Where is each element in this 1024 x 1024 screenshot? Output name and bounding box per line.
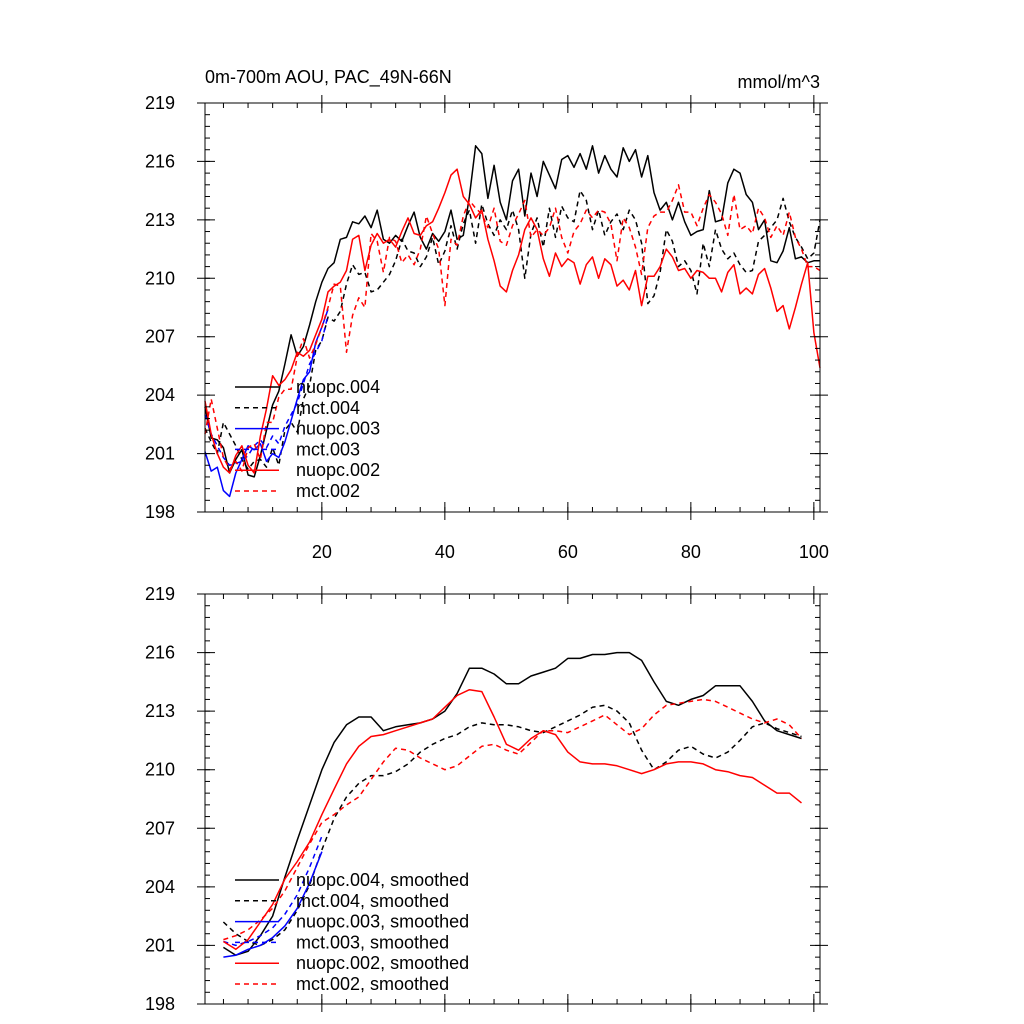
series-line-4	[204, 168, 821, 474]
series-line-5	[223, 698, 803, 941]
legend-label: nuopc.003, smoothed	[296, 912, 469, 932]
series-line-0	[204, 145, 820, 478]
chart-units: mmol/m^3	[738, 72, 820, 92]
x-tick-label: 60	[558, 542, 578, 562]
series-line-3	[204, 315, 329, 467]
legend-label: nuopc.003	[296, 419, 380, 439]
y-tick-label: 198	[145, 994, 175, 1014]
legend-label: nuopc.004, smoothed	[296, 870, 469, 890]
y-tick-label: 207	[145, 818, 175, 838]
legend-label: mct.003, smoothed	[296, 932, 449, 952]
series-line-0	[223, 651, 802, 956]
y-tick-label: 219	[145, 584, 175, 604]
y-tick-label: 213	[145, 210, 175, 230]
series-line-2	[204, 309, 329, 498]
y-tick-label: 198	[145, 502, 175, 522]
y-tick-label: 207	[145, 327, 175, 347]
x-tick-label: 40	[435, 542, 455, 562]
legend-label: mct.004	[296, 398, 360, 418]
legend-label: mct.002, smoothed	[296, 974, 449, 994]
series-line-5	[204, 184, 821, 472]
plot-frame	[204, 593, 821, 1005]
x-tick-label: 20	[312, 542, 332, 562]
series-line-1	[204, 189, 821, 470]
y-tick-label: 213	[145, 701, 175, 721]
y-tick-label: 216	[145, 643, 175, 663]
y-tick-label: 201	[145, 935, 175, 955]
legend-label: nuopc.002	[296, 460, 380, 480]
legend-label: mct.003	[296, 439, 360, 459]
y-tick-label: 210	[145, 268, 175, 288]
y-tick-label: 204	[145, 877, 175, 897]
y-tick-label: 216	[145, 151, 175, 171]
legend-label: nuopc.004	[296, 377, 380, 397]
series-line-4	[223, 688, 802, 951]
x-tick-label: 80	[681, 542, 701, 562]
legend-label: mct.002	[296, 481, 360, 501]
y-tick-label: 201	[145, 444, 175, 464]
series-line-2	[223, 851, 323, 958]
legend-label: nuopc.002, smoothed	[296, 953, 469, 973]
plot-frame	[204, 102, 821, 513]
legend: nuopc.004mct.004nuopc.003mct.003nuopc.00…	[235, 377, 380, 501]
chart-title: 0m-700m AOU, PAC_49N-66N	[205, 67, 452, 88]
chart-panel-bottom: 198 201 204 207 210 213 216 219 nuopc.004, smoot…	[145, 584, 828, 1014]
y-tick-label: 210	[145, 760, 175, 780]
y-tick-label: 204	[145, 385, 175, 405]
chart-panel-top: 198 201 204 207 210 213 216 219 20 40 60 80 100 nuopc…	[145, 93, 829, 562]
legend-label: mct.004, smoothed	[296, 891, 449, 911]
y-tick-label: 219	[145, 93, 175, 113]
x-tick-label: 100	[799, 542, 829, 562]
